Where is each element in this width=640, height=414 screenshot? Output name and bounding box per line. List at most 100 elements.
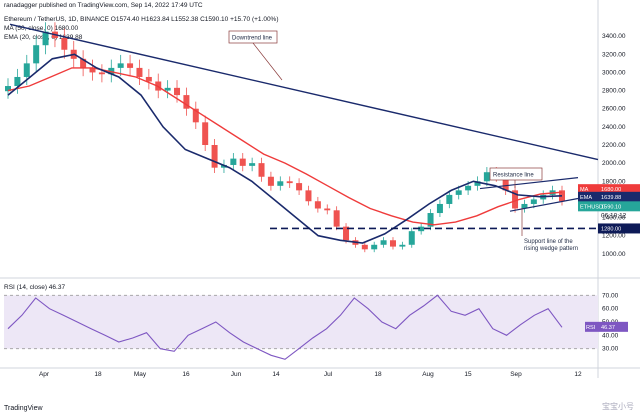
candle (5, 78, 11, 99)
candle (61, 28, 68, 59)
candle (436, 199, 443, 217)
annotation-downtrend-text: Downtrend line (232, 36, 273, 42)
candle-body (418, 226, 425, 232)
candle (89, 59, 96, 81)
x-tick-label: 18 (94, 371, 102, 378)
candle (371, 241, 378, 253)
y-tick-label: 2400.00 (602, 124, 626, 131)
candle (399, 241, 406, 250)
candle-body (286, 181, 293, 184)
ma-price-label: MA 1680.00 (578, 184, 640, 195)
candle (314, 196, 321, 213)
candle (286, 176, 293, 188)
ma-price-label-value-text: 1680.00 (601, 187, 621, 193)
rsi-key-box (585, 321, 598, 332)
x-tick-label: 16 (182, 371, 190, 378)
candle (230, 153, 237, 171)
candle (521, 199, 528, 213)
candle (211, 139, 218, 173)
candle (164, 80, 171, 99)
last-price-label-key-text: ETHUSDT (580, 204, 607, 210)
y-tick-label: 2200.00 (602, 142, 626, 149)
candle (512, 185, 519, 213)
y-tick-label: 3000.00 (602, 69, 626, 76)
candle-body (5, 86, 11, 92)
watermark: 宝宝小号 (602, 402, 634, 411)
candle-body (239, 158, 246, 166)
ema20-line (7, 53, 563, 244)
candle-body (314, 201, 321, 209)
candle (220, 159, 227, 173)
x-tick-label: Apr (39, 371, 50, 378)
candle-body (474, 181, 481, 186)
x-tick-label: 12 (574, 371, 582, 378)
candle (117, 54, 124, 77)
ema-price-label-value-box (598, 191, 640, 202)
candle (42, 22, 49, 55)
candle (127, 54, 134, 77)
candle-body (61, 37, 68, 50)
candle-body (455, 190, 462, 195)
candle-body (389, 240, 396, 247)
rsi-tick-label: 30.00 (602, 346, 619, 353)
candle-body (258, 163, 265, 177)
annotation-pointer (252, 42, 283, 81)
rsi-value-box (598, 321, 628, 332)
candle-body (80, 58, 87, 68)
candle-body (530, 199, 537, 204)
rsi-header: RSI (14, close) 46.37 (4, 284, 66, 291)
resistance-line (479, 177, 579, 190)
ohlc-header: Ethereum / TetherUS, 1D, BINANCE O1574.4… (4, 16, 279, 23)
candle (333, 206, 340, 231)
candle-body (267, 176, 274, 186)
candle-body (89, 67, 96, 73)
annotation-support-line2: rising wedge pattern (524, 246, 578, 252)
candle-body (436, 203, 443, 214)
support-line (509, 197, 579, 212)
y-tick-label: 1000.00 (602, 251, 626, 258)
candle-body (14, 76, 21, 87)
candle (192, 101, 199, 129)
candle (14, 68, 21, 94)
ma50-line (7, 67, 563, 226)
candle (33, 36, 40, 72)
candle (380, 237, 387, 248)
ema-price-label-key-text: EMA (580, 195, 592, 201)
candle-body (408, 231, 415, 245)
tradingview-logo-text: TradingView (4, 405, 43, 412)
x-tick-label: 14 (272, 371, 280, 378)
x-tick-label: 15 (464, 371, 472, 378)
candle-body (249, 163, 256, 166)
candle-body (192, 108, 199, 123)
x-tick-label: 18 (374, 371, 382, 378)
x-tick-label: Aug (422, 371, 434, 378)
candle-body (512, 190, 519, 209)
y-tick-label: 1800.00 (602, 178, 626, 185)
candle-body (220, 164, 227, 168)
rsi-line (7, 294, 563, 360)
candle-body (33, 45, 40, 64)
x-tick-label: May (134, 371, 147, 378)
candle-body (465, 185, 472, 191)
candle (389, 237, 396, 250)
candle-body (343, 226, 350, 241)
rsi-tick-label: 40.00 (602, 332, 619, 339)
candle (258, 157, 265, 182)
candle-body (380, 240, 387, 245)
countdown-label: 06:10:12 (601, 212, 627, 219)
candle (483, 167, 490, 187)
annotation-box (489, 167, 543, 181)
annotation-resistance-text: Resistance line (493, 173, 534, 179)
candle (343, 223, 350, 244)
candle (474, 176, 481, 191)
candle-body (23, 63, 30, 77)
candle-body (371, 244, 378, 250)
ema-price-label: EMA 1639.88 (578, 191, 640, 202)
candle-body (324, 208, 331, 211)
candle (427, 209, 434, 231)
support-price-box (598, 223, 640, 234)
y-tick-label: 2600.00 (602, 106, 626, 113)
candle (183, 87, 190, 116)
